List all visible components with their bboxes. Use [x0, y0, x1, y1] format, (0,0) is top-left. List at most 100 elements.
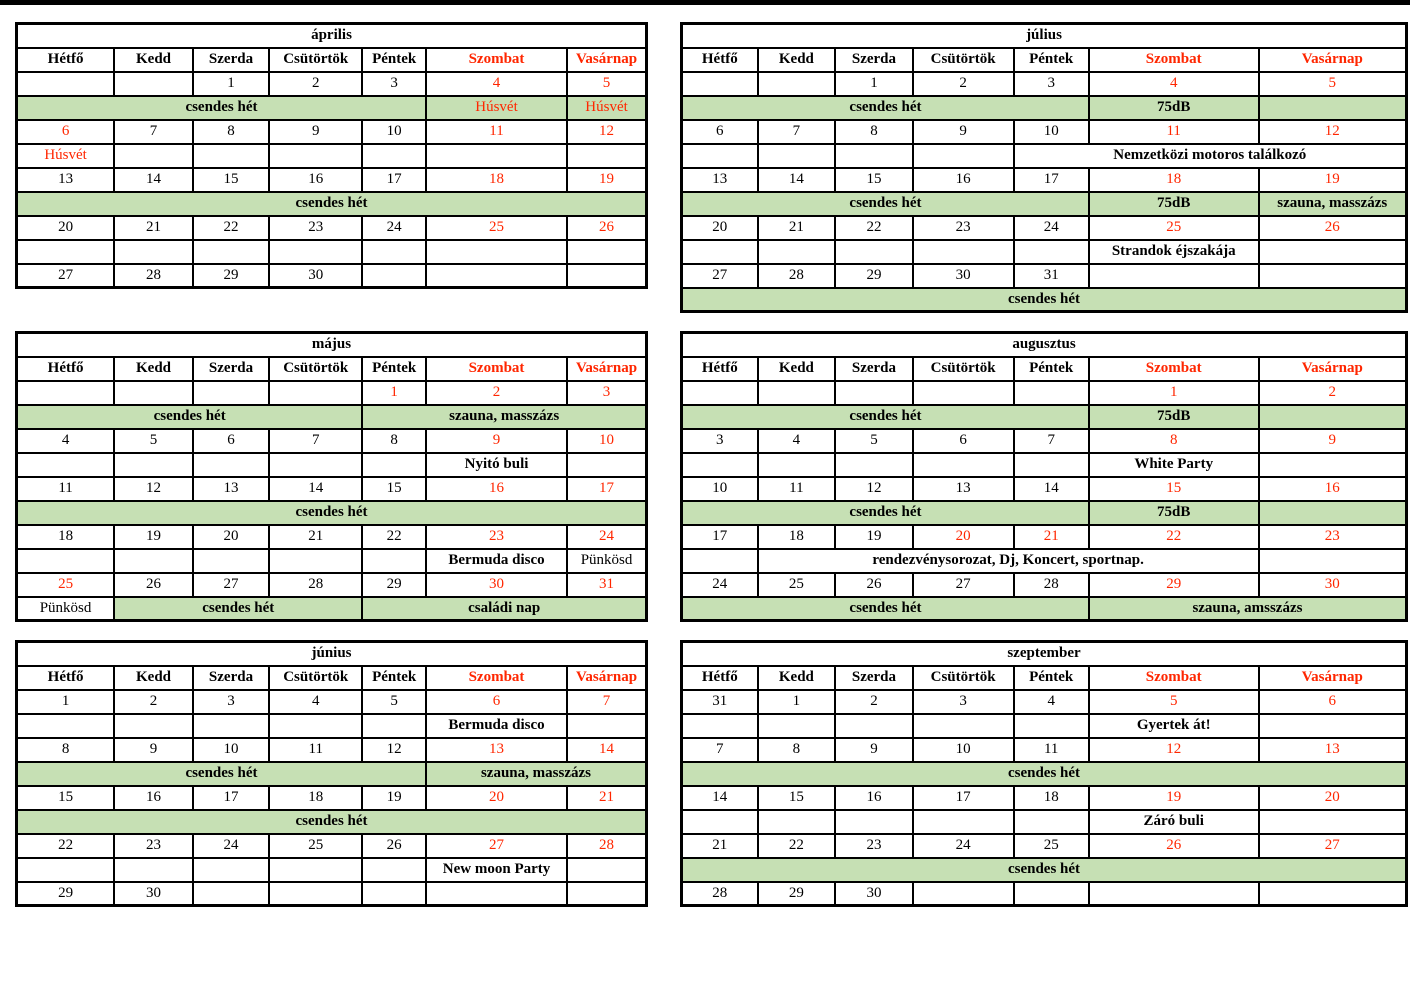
date-cell: 6: [15, 118, 116, 145]
empty-event-cell: [191, 547, 271, 574]
event-cell: 75dB: [1087, 403, 1260, 430]
empty-event-cell: [361, 238, 427, 265]
date-cell: 1: [15, 688, 116, 715]
event-cell: Nemzetközi motoros találkozó: [1012, 142, 1408, 169]
date-cell: 17: [566, 475, 648, 502]
date-cell: 11: [1087, 118, 1260, 145]
date-cell: 2: [1257, 379, 1408, 406]
date-cell: 26: [113, 571, 194, 598]
empty-date-cell: [680, 379, 759, 406]
empty-event-cell: [191, 238, 271, 265]
date-cell: 24: [191, 832, 271, 859]
date-cell: 22: [191, 214, 271, 241]
date-cell: 16: [834, 784, 914, 811]
date-cell: 9: [911, 118, 1015, 145]
date-cell: 4: [268, 688, 364, 715]
date-cell: 29: [361, 571, 427, 598]
date-cell: 22: [361, 523, 427, 550]
date-cell: 30: [1257, 571, 1408, 598]
date-cell: 25: [424, 214, 569, 241]
date-cell: 14: [113, 166, 194, 193]
empty-event-cell: [566, 238, 648, 265]
date-cell: 27: [15, 262, 116, 289]
date-cell: 23: [911, 214, 1015, 241]
date-cell: 18: [756, 523, 837, 550]
empty-event-cell: [191, 712, 271, 739]
date-cell: 2: [834, 688, 914, 715]
date-cell: 6: [424, 688, 569, 715]
date-cell: 27: [424, 832, 569, 859]
weekday-header: Vasárnap: [566, 46, 648, 73]
weekday-header: Hétfő: [15, 355, 116, 382]
date-cell: 16: [113, 784, 194, 811]
weekday-header: Péntek: [1012, 46, 1090, 73]
date-cell: 21: [1012, 523, 1090, 550]
empty-event-cell: [361, 142, 427, 169]
date-cell: 25: [1012, 832, 1090, 859]
date-cell: 30: [834, 880, 914, 907]
date-cell: 31: [566, 571, 648, 598]
date-cell: 4: [15, 427, 116, 454]
empty-date-cell: [113, 379, 194, 406]
event-cell: Gyertek át!: [1087, 712, 1260, 739]
weekday-header: Szombat: [1087, 664, 1260, 691]
event-cell: csendes hét: [15, 190, 648, 217]
empty-event-cell: [361, 712, 427, 739]
event-cell: White Party: [1087, 451, 1260, 478]
weekday-header: Szerda: [191, 664, 271, 691]
empty-date-cell: [268, 880, 364, 907]
date-cell: 29: [756, 880, 837, 907]
calendar-julius: július Hétfő Kedd Szerda Csütörtök Péntek Szom…: [680, 22, 1408, 313]
event-cell: szauna, masszázs: [424, 760, 648, 787]
date-cell: 17: [361, 166, 427, 193]
month-title: április: [15, 22, 648, 49]
event-cell: 75dB: [1087, 499, 1260, 526]
date-cell: 14: [756, 166, 837, 193]
month-title: szeptember: [680, 640, 1408, 667]
date-cell: 9: [834, 736, 914, 763]
empty-event-cell: [911, 808, 1015, 835]
date-cell: 11: [1012, 736, 1090, 763]
date-cell: 8: [15, 736, 116, 763]
event-cell: Nyitó buli: [424, 451, 569, 478]
weekday-header: Hétfő: [680, 664, 759, 691]
date-cell: 9: [424, 427, 569, 454]
event-cell: csendes hét: [680, 94, 1090, 121]
date-cell: 31: [1012, 262, 1090, 289]
empty-event-cell: [113, 856, 194, 883]
date-cell: 1: [834, 70, 914, 97]
date-cell: 29: [1087, 571, 1260, 598]
date-cell: 21: [756, 214, 837, 241]
date-cell: 27: [1257, 832, 1408, 859]
empty-event-cell: [911, 142, 1015, 169]
date-cell: 28: [756, 262, 837, 289]
empty-date-cell: [424, 880, 569, 907]
weekday-header: Kedd: [113, 355, 194, 382]
date-cell: 28: [268, 571, 364, 598]
empty-event-cell: [566, 856, 648, 883]
empty-event-cell: [1257, 94, 1408, 121]
date-cell: 25: [15, 571, 116, 598]
date-cell: 15: [1087, 475, 1260, 502]
empty-event-cell: [191, 142, 271, 169]
empty-date-cell: [1257, 880, 1408, 907]
date-cell: 6: [1257, 688, 1408, 715]
date-cell: 16: [268, 166, 364, 193]
event-cell: 75dB: [1087, 190, 1260, 217]
date-cell: 21: [268, 523, 364, 550]
date-cell: 18: [15, 523, 116, 550]
empty-event-cell: [113, 547, 194, 574]
date-cell: 8: [1087, 427, 1260, 454]
date-cell: 25: [756, 571, 837, 598]
date-cell: 18: [424, 166, 569, 193]
event-cell: New moon Party: [424, 856, 569, 883]
date-cell: 25: [1087, 214, 1260, 241]
date-cell: 3: [566, 379, 648, 406]
empty-event-cell: [1257, 547, 1408, 574]
event-cell: csendes hét: [15, 760, 427, 787]
weekday-header: Vasárnap: [566, 664, 648, 691]
date-cell: 4: [1012, 688, 1090, 715]
empty-event-cell: [1257, 451, 1408, 478]
top-rule: [0, 0, 1410, 5]
empty-event-cell: [15, 451, 116, 478]
